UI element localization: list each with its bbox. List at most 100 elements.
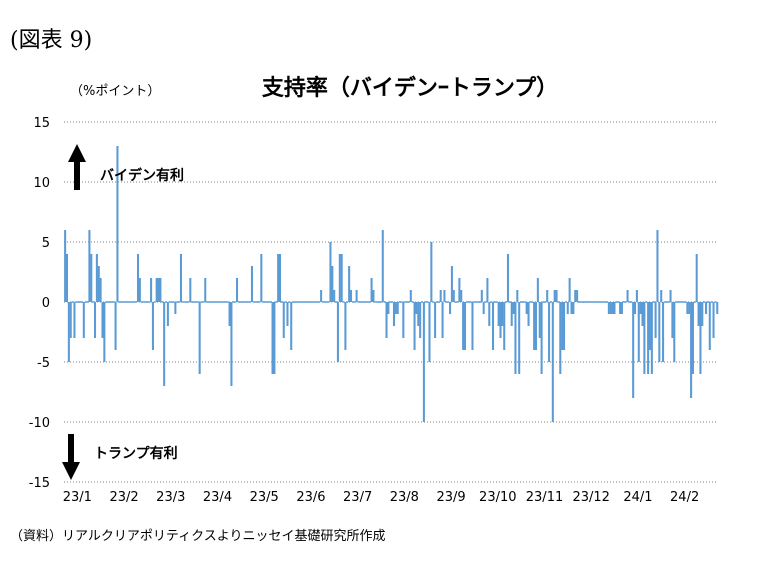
bar xyxy=(396,302,399,314)
bar xyxy=(411,301,414,303)
bar xyxy=(527,302,530,326)
bar xyxy=(308,301,311,303)
bar xyxy=(579,301,582,303)
x-tick-label: 23/2 xyxy=(109,490,138,505)
bar xyxy=(271,302,274,374)
bar xyxy=(591,301,594,303)
bar xyxy=(136,254,140,302)
bar xyxy=(645,301,648,303)
bar xyxy=(168,301,171,303)
x-tick-label: 23/5 xyxy=(250,490,279,505)
bar xyxy=(389,301,392,303)
bar xyxy=(228,302,231,326)
bar xyxy=(176,301,179,303)
bar xyxy=(335,301,338,303)
bar xyxy=(237,301,240,303)
bar xyxy=(230,302,233,386)
bar xyxy=(647,302,650,374)
bar xyxy=(486,278,489,302)
bar xyxy=(615,301,618,303)
annotation-trump-advantage: トランプ有利 xyxy=(94,445,178,462)
bar xyxy=(682,301,685,303)
bar xyxy=(589,301,592,303)
bar xyxy=(299,301,302,303)
bar xyxy=(92,301,95,303)
bar xyxy=(406,301,409,303)
bar xyxy=(577,301,581,303)
bar xyxy=(619,302,622,314)
bar xyxy=(361,301,364,303)
bar xyxy=(669,290,672,302)
bar xyxy=(632,302,635,398)
bar xyxy=(84,301,87,303)
bar xyxy=(191,301,194,303)
bar xyxy=(624,301,627,303)
bar xyxy=(385,302,388,338)
bar xyxy=(678,301,681,303)
bar xyxy=(714,301,717,303)
bar xyxy=(236,278,239,302)
bar xyxy=(656,230,659,302)
bar xyxy=(159,278,162,302)
arrow-up-icon xyxy=(74,162,80,190)
bar xyxy=(65,254,69,302)
bar xyxy=(307,301,310,303)
bar xyxy=(254,301,257,303)
bar xyxy=(93,302,97,338)
bar xyxy=(611,302,614,314)
bar xyxy=(581,301,584,303)
bar xyxy=(88,230,91,302)
bar xyxy=(665,301,668,303)
bar xyxy=(450,266,453,302)
arrow-down-icon xyxy=(62,462,80,480)
bar xyxy=(415,302,418,314)
bar xyxy=(262,301,265,303)
bar xyxy=(497,302,500,326)
x-tick-label: 23/7 xyxy=(343,490,372,505)
bar xyxy=(383,301,386,303)
bar xyxy=(69,302,72,338)
bar xyxy=(596,301,599,303)
bar xyxy=(204,278,207,302)
bar xyxy=(563,302,566,350)
bar xyxy=(574,290,577,302)
bar xyxy=(508,301,511,303)
bar xyxy=(434,302,437,338)
bar xyxy=(312,301,315,303)
bar xyxy=(80,301,83,303)
bar xyxy=(447,301,450,303)
bar xyxy=(422,302,425,422)
bar xyxy=(189,278,192,302)
bar xyxy=(559,302,562,374)
bar xyxy=(118,301,121,303)
bar xyxy=(548,302,551,362)
bar xyxy=(454,301,457,303)
bar xyxy=(510,302,513,326)
bar xyxy=(607,302,610,314)
bar xyxy=(503,302,506,350)
bar xyxy=(122,301,125,303)
bar xyxy=(452,290,455,302)
bar xyxy=(641,302,644,326)
bar xyxy=(419,302,422,338)
bar xyxy=(219,301,222,303)
bar xyxy=(546,290,549,302)
bar xyxy=(320,290,323,302)
bar xyxy=(273,302,276,374)
bar xyxy=(194,301,197,303)
bar xyxy=(598,301,601,303)
bar xyxy=(286,302,289,326)
bar xyxy=(673,302,676,362)
bar xyxy=(133,301,136,303)
bar xyxy=(71,301,74,303)
bar xyxy=(499,302,502,338)
bar xyxy=(125,301,128,303)
source-note: （資料）リアルクリアポリティクスよりニッセイ基礎研究所作成 xyxy=(10,529,386,544)
bar xyxy=(449,302,452,314)
bar xyxy=(351,301,354,303)
x-tick-label: 23/4 xyxy=(203,490,232,505)
bar xyxy=(426,301,429,303)
bar xyxy=(617,301,620,303)
bar xyxy=(333,290,336,302)
bar xyxy=(359,301,362,303)
